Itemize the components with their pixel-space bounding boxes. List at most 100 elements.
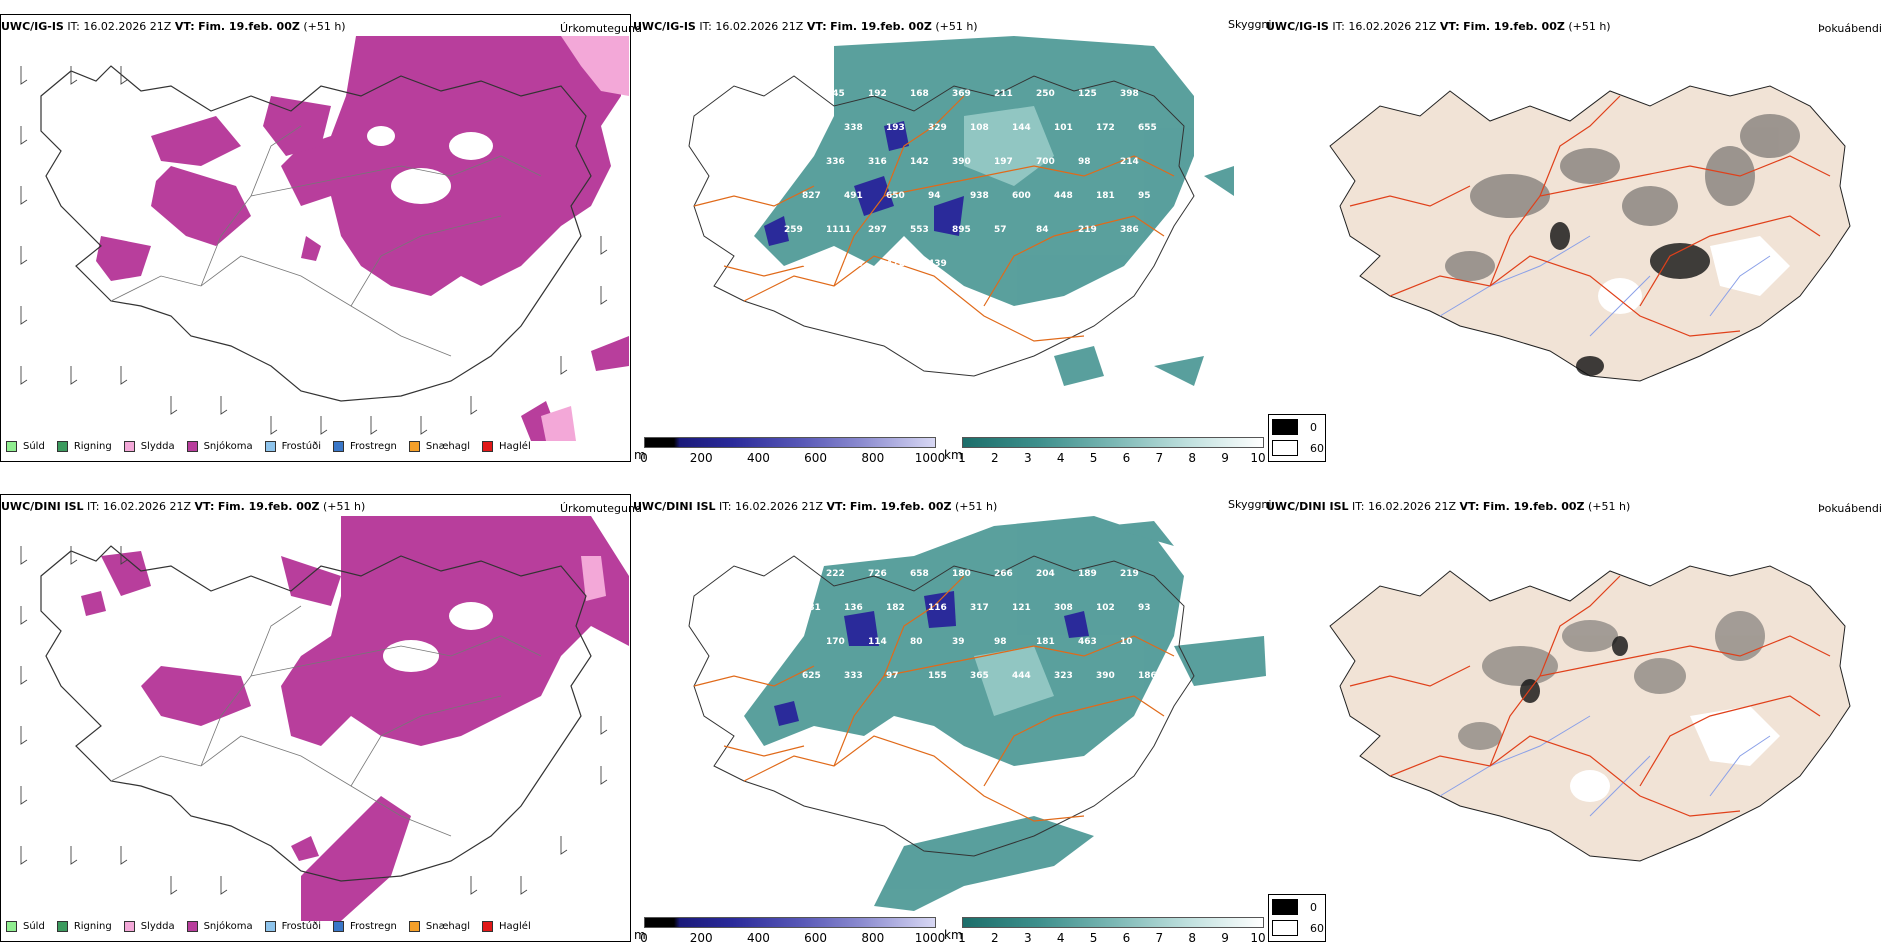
model-name: UWC/DINI ISL <box>1266 500 1349 513</box>
cloud-base-label: 700 <box>1036 157 1055 167</box>
swatch <box>123 441 135 452</box>
cloud-base-label: 491 <box>844 191 863 201</box>
cloud-base-label: 162 <box>802 123 821 133</box>
row-2: UWC/DINI ISL IT: 16.02.2026 21Z VT: Fim.… <box>0 480 1900 950</box>
cloud-base-label: 318 <box>844 259 863 269</box>
cloud-base-label: 193 <box>886 123 905 133</box>
wind-barbs <box>20 66 608 435</box>
vis-unit-2: km <box>944 928 963 942</box>
legend-item-hagel: Haglél <box>482 921 531 932</box>
vis-unit-1: km <box>944 448 963 462</box>
roads <box>693 575 1175 822</box>
lead-time: (+51 h) <box>935 20 978 33</box>
legend-item-sudl: Súld <box>6 441 45 452</box>
swatch <box>6 921 17 932</box>
cloud-base-label: 895 <box>952 225 971 235</box>
cloud-base-label: 95 <box>1138 191 1151 201</box>
cloud-base-label: 180 <box>952 569 971 579</box>
cloud-base-label: 84 <box>1036 225 1049 235</box>
light-areas <box>974 646 1054 716</box>
swatch <box>408 921 420 932</box>
cloud-base-label: 938 <box>970 191 989 201</box>
cloud-base-label: 186 <box>1138 671 1157 681</box>
cloud-unit-1: m <box>634 448 646 462</box>
model-name: UWC/IG-IS <box>1266 20 1329 33</box>
fog-map-1[interactable] <box>1290 36 1890 436</box>
vis-title-2: Skyggni <box>1228 498 1272 511</box>
cloud-base-label: 308 <box>1054 603 1073 613</box>
snow-areas <box>81 516 629 921</box>
cloud-base-label: 48 <box>784 637 797 647</box>
fog-key-row-0: 0 <box>1272 419 1317 435</box>
header-fog-2: UWC/DINI ISL IT: 16.02.2026 21Z VT: Fim.… <box>1266 500 1630 514</box>
it-label: IT: <box>67 20 80 33</box>
cloud-colorbar-2: 0 200 400 600 800 1000 <box>640 917 945 947</box>
cloud-base-label: 189 <box>1078 569 1097 579</box>
cloud-base-label: 329 <box>928 123 947 133</box>
colorbar-tick: 1 <box>958 931 966 945</box>
wind-barbs <box>20 546 608 895</box>
precip-map-1[interactable] <box>1 36 629 441</box>
swatch <box>1272 440 1298 456</box>
cloud-base-label: 600 <box>1012 191 1031 201</box>
cloud-base-label: 116 <box>928 603 947 613</box>
land <box>1329 565 1851 862</box>
cloud-base-label: 155 <box>928 671 947 681</box>
cloud-base-label: 197 <box>994 157 1013 167</box>
vt-label: VT: <box>174 20 195 33</box>
colorbar-tick: 5 <box>1089 931 1098 945</box>
cloud-base-label: 101 <box>1054 123 1073 133</box>
cloud-base-label: 323 <box>1054 671 1073 681</box>
header-vis-2: UWC/DINI ISL IT: 16.02.2026 21Z VT: Fim.… <box>633 500 997 514</box>
swatch <box>56 441 68 452</box>
cloud-base-label: 655 <box>1138 123 1157 133</box>
colorbar-tick: 2 <box>991 931 999 945</box>
colorbar-tick: 9 <box>1221 931 1229 945</box>
header-precip-2: UWC/DINI ISL IT: 16.02.2026 21Z VT: Fim.… <box>1 500 365 514</box>
vis-colorbar-2: 1 2 3 4 5 6 7 8 9 10 <box>958 917 1266 947</box>
it-value: 16.02.2026 21Z <box>103 500 192 513</box>
cloud-base-label: 125 <box>1078 89 1097 99</box>
precip-title-1: Úrkomutegund <box>560 22 642 35</box>
colorbar-tick: 8 <box>1188 451 1197 465</box>
cloud-base-label: 181 <box>1036 637 1055 647</box>
header-fog-1: UWC/IG-IS IT: 16.02.2026 21Z VT: Fim. 19… <box>1266 20 1611 34</box>
cloud-base-label: 390 <box>952 157 971 167</box>
fog-map-2[interactable] <box>1290 516 1890 916</box>
holes <box>383 602 493 672</box>
colorbar-tick: 10 <box>1250 451 1266 465</box>
lead-time: (+51 h) <box>1588 500 1631 513</box>
precip-map-2[interactable] <box>1 516 629 921</box>
glacier <box>1570 706 1780 802</box>
roads <box>110 125 542 357</box>
cloud-base-label: 297 <box>868 225 887 235</box>
coastline <box>688 75 1195 377</box>
precip-title-2: Úrkomutegund <box>560 502 642 515</box>
vis-colorbar-ramp <box>962 437 1264 448</box>
cloud-base-label: 302 <box>802 259 821 269</box>
cloud-base-label: 204 <box>784 157 803 167</box>
colorbar-tick: 1000 <box>914 451 946 465</box>
colorbar-tick: 1 <box>958 451 966 465</box>
vt-label: VT: <box>826 500 847 513</box>
cloud-base-label: 463 <box>1078 637 1097 647</box>
swatch <box>123 921 135 932</box>
cloud-base-label: 250 <box>1036 89 1055 99</box>
colorbar-tick: 4 <box>1056 451 1065 465</box>
precip-legend-1: Súld Rigning Slydda Snjókoma Frostúði Fr… <box>6 441 543 452</box>
legend-item-frostudi: Frostúði <box>264 921 321 932</box>
cloud-base-label: 108 <box>970 123 989 133</box>
it-label: IT: <box>719 500 732 513</box>
colorbar-tick: 5 <box>1089 451 1098 465</box>
swatch <box>408 441 420 452</box>
cloud-base-label: 219 <box>1078 225 1097 235</box>
cloud-base-label: 336 <box>826 157 845 167</box>
swatch <box>482 921 494 932</box>
cloud-base-label: 97 <box>886 671 899 681</box>
sleet-areas <box>541 36 629 441</box>
vt-label: VT: <box>1459 500 1480 513</box>
row-1: UWC/IG-IS IT: 16.02.2026 21Z VT: Fim. 19… <box>0 0 1900 470</box>
colorbar-tick: 800 <box>861 451 885 465</box>
vis-map-2[interactable]: 391 222 726 658 180 266 204 189 219 181 136 182 116 3… <box>634 516 1266 916</box>
vis-map-1[interactable]: 274 245 192 168 369 211 250 125 398 162 338 193 329 1… <box>634 36 1266 436</box>
